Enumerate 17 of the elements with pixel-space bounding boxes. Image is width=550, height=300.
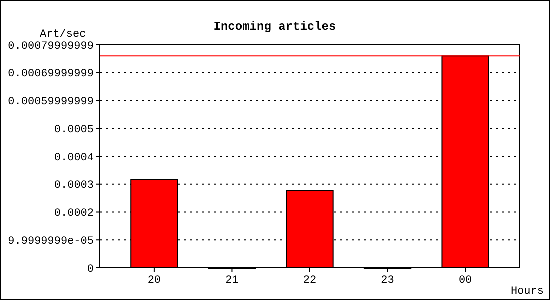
y-tick-label: 0.0004 [54, 152, 94, 164]
chart-title: Incoming articles [214, 20, 336, 34]
y-axis-title: Art/sec [40, 29, 86, 41]
y-tick-label: 0.00069999999 [8, 68, 94, 81]
x-tick-label: 21 [226, 275, 240, 287]
y-tick-label: 0 [87, 264, 94, 276]
y-tick-label: 0.00059999999 [8, 96, 94, 109]
x-tick-label: 00 [458, 275, 472, 287]
x-tick-label: 20 [148, 275, 162, 287]
y-tick-label: 0.00079999999 [8, 40, 94, 53]
x-tick-label: 23 [381, 275, 394, 287]
x-axis-title: Hours [510, 286, 544, 298]
y-tick-label: 9.9999999e-05 [8, 236, 94, 248]
x-tick-label: 22 [303, 275, 317, 287]
y-tick-label: 0.0003 [54, 180, 94, 192]
y-tick-label: 0.0005 [54, 124, 94, 136]
y-tick-label: 0.0002 [54, 208, 94, 220]
